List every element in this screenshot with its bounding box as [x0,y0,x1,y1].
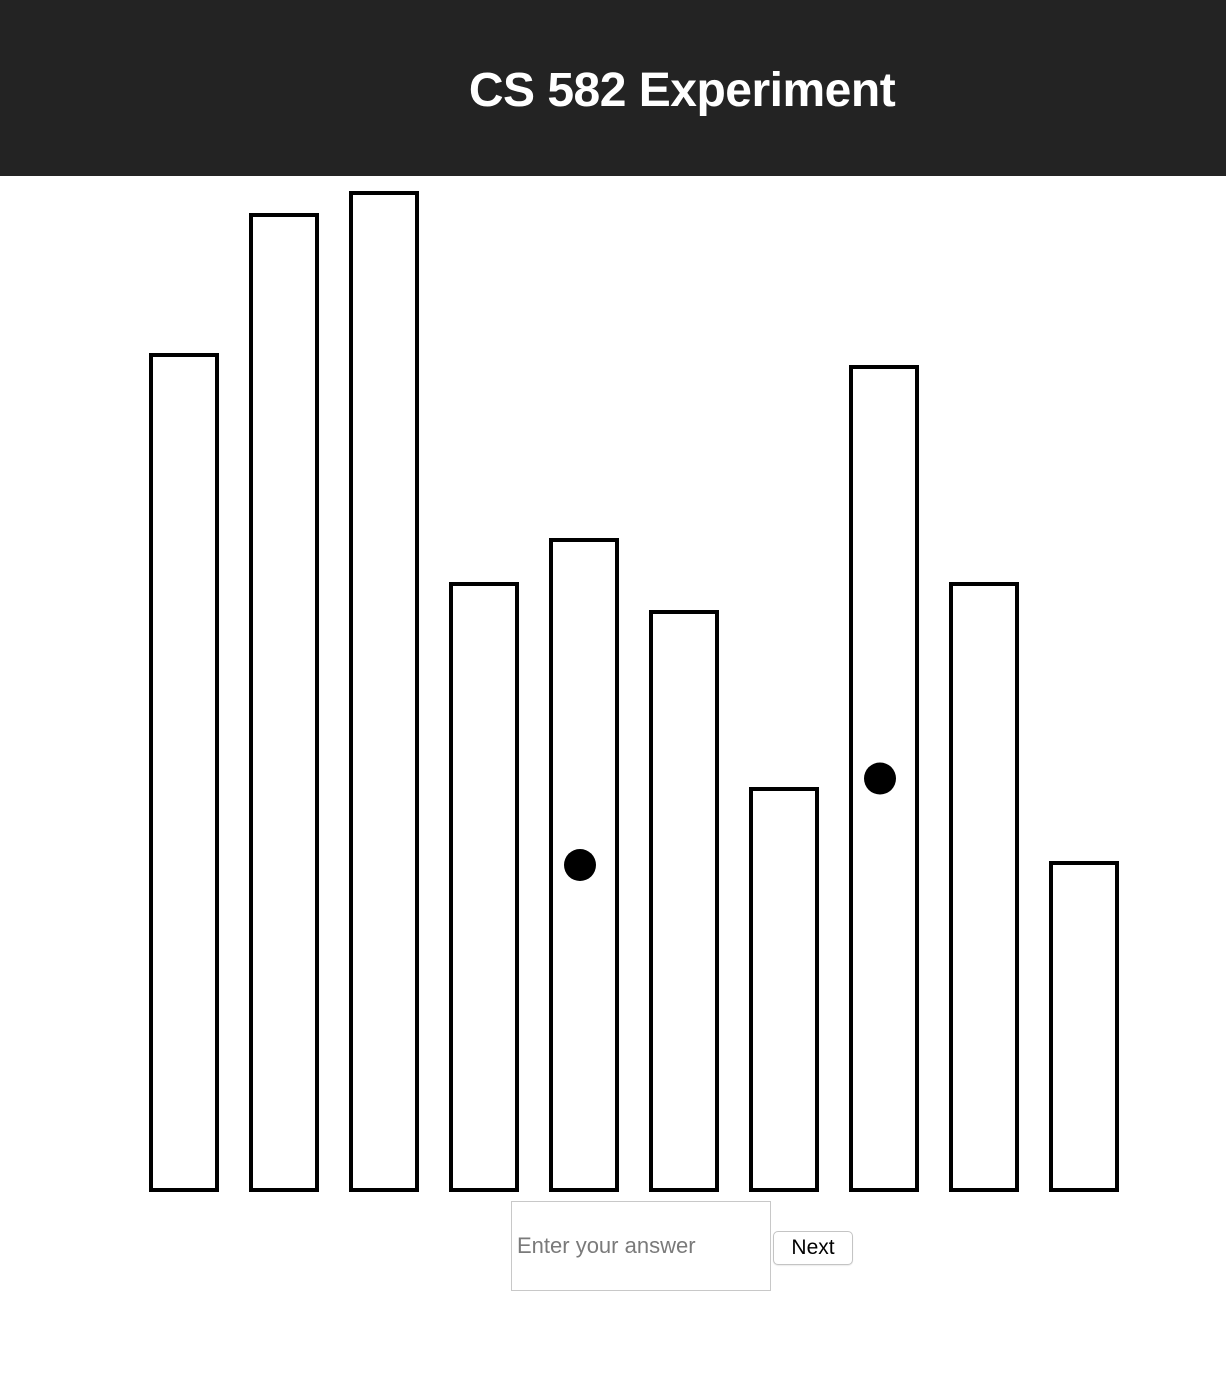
chart-bar-5 [549,538,619,1192]
chart-bar-4 [449,582,519,1192]
chart-bar-2 [249,213,319,1192]
answer-input[interactable] [511,1201,771,1291]
chart-bar-6 [649,610,719,1192]
bar-marker-dot-5 [564,849,596,881]
chart-bar-9 [949,582,1019,1192]
chart-bar-10 [1049,861,1119,1192]
bar-chart [149,191,1119,1192]
next-button[interactable]: Next [773,1231,853,1265]
page-title: CS 582 Experiment [468,64,896,117]
chart-bar-3 [349,191,419,1192]
header-bar: CS 582 Experiment [0,0,1226,176]
chart-bar-1 [149,353,219,1192]
chart-bar-7 [749,787,819,1192]
bar-marker-dot-8 [864,762,896,795]
